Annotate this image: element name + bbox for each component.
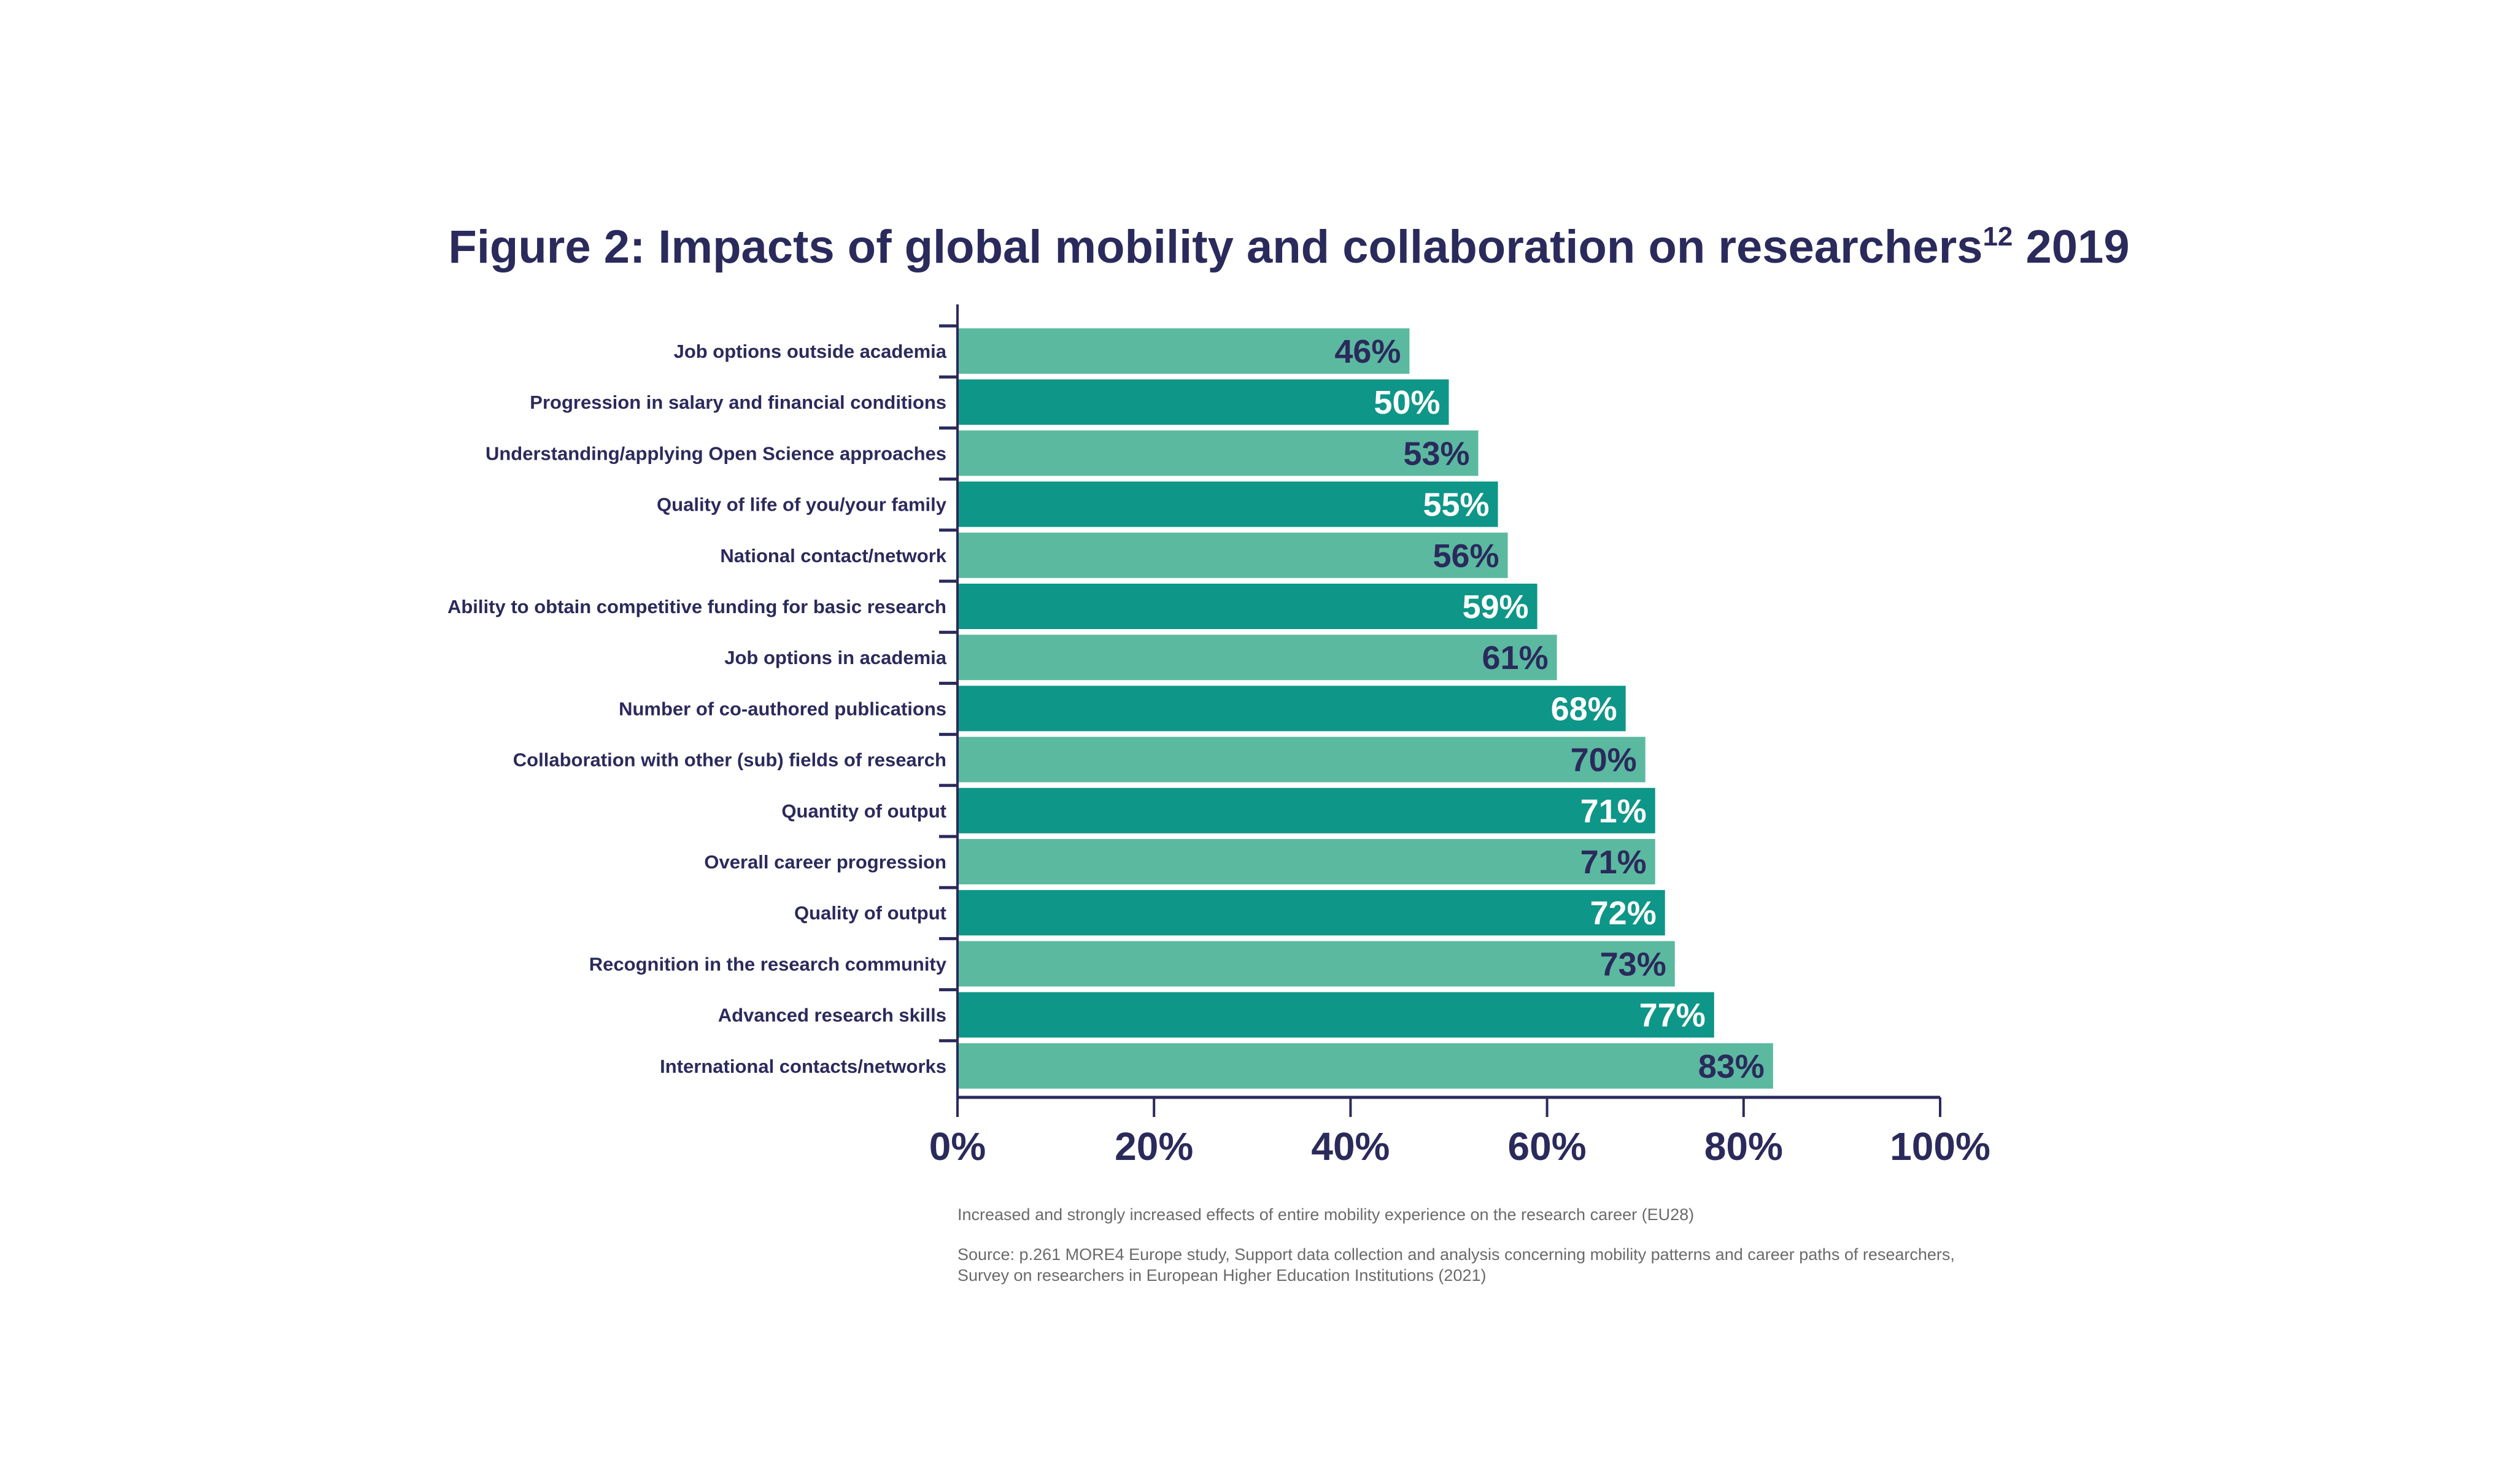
category-label: Overall career progression xyxy=(704,851,946,873)
chart-title: Figure 2: Impacts of global mobility and… xyxy=(448,221,2129,273)
bar-value-label: 56% xyxy=(1433,538,1499,574)
bar xyxy=(957,787,1655,833)
bar-value-label: 68% xyxy=(1551,690,1617,727)
title-superscript: 12 xyxy=(1982,222,2013,252)
category-label: Advanced research skills xyxy=(718,1005,946,1026)
bar xyxy=(957,992,1714,1038)
bar xyxy=(957,430,1479,476)
bar xyxy=(957,481,1498,527)
bar-value-label: 70% xyxy=(1571,742,1637,779)
bar xyxy=(957,584,1537,629)
category-label: Quantity of output xyxy=(781,800,946,822)
bar-value-label: 73% xyxy=(1600,946,1666,983)
bar xyxy=(957,890,1665,936)
category-label: Recognition in the research community xyxy=(589,953,947,975)
bar-value-label: 59% xyxy=(1462,589,1528,625)
category-label: National contact/network xyxy=(720,545,946,566)
x-tick-label: 0% xyxy=(929,1124,986,1169)
bar-value-label: 72% xyxy=(1590,895,1657,932)
bar-value-label: 61% xyxy=(1482,640,1549,676)
category-label: Collaboration with other (sub) fields of… xyxy=(513,749,946,771)
category-label: Progression in salary and financial cond… xyxy=(530,392,946,413)
bar xyxy=(957,379,1449,425)
bar xyxy=(957,635,1557,681)
bar-value-label: 46% xyxy=(1334,333,1401,370)
axes-group: 0% 20% 40% 60% 80% 100% xyxy=(929,304,1990,1169)
bar xyxy=(957,736,1646,783)
category-label: Quality of output xyxy=(794,902,946,924)
x-tick-label: 100% xyxy=(1890,1124,1990,1169)
bar-value-label: 50% xyxy=(1374,384,1440,421)
category-label: Number of co-authored publications xyxy=(619,698,946,719)
bar xyxy=(957,839,1655,884)
category-label: Understanding/applying Open Science appr… xyxy=(485,442,946,464)
bar-value-label: 55% xyxy=(1423,487,1489,524)
bar-value-label: 71% xyxy=(1580,844,1647,881)
bar-value-label: 53% xyxy=(1403,435,1469,472)
category-label: Ability to obtain competitive funding fo… xyxy=(447,596,946,617)
bar xyxy=(957,532,1508,578)
source-line-1: Source: p.261 MORE4 Europe study, Suppor… xyxy=(957,1245,1955,1264)
x-tick-label: 80% xyxy=(1704,1124,1783,1169)
bars-group: 46% Job options outside academia 50% Progre… xyxy=(447,328,1773,1089)
category-label: Quality of life of you/your family xyxy=(657,494,947,516)
bar xyxy=(957,941,1675,987)
bar-value-label: 71% xyxy=(1580,793,1647,830)
bar xyxy=(957,686,1626,732)
bar xyxy=(957,1043,1773,1089)
x-tick-label: 20% xyxy=(1115,1124,1193,1169)
category-label: International contacts/networks xyxy=(660,1056,946,1077)
bar-value-label: 83% xyxy=(1698,1048,1765,1085)
x-tick-label: 60% xyxy=(1508,1124,1587,1169)
bar-value-label: 77% xyxy=(1639,997,1706,1034)
title-year: 2019 xyxy=(2013,221,2129,273)
category-label: Job options in academia xyxy=(724,647,946,668)
bar xyxy=(957,328,1410,374)
x-tick-label: 40% xyxy=(1311,1124,1390,1169)
chart-subtitle-note: Increased and strongly increased effects… xyxy=(957,1205,1694,1224)
source-line-2: Survey on researchers in European Higher… xyxy=(957,1266,1486,1285)
category-label: Job options outside academia xyxy=(674,341,947,362)
